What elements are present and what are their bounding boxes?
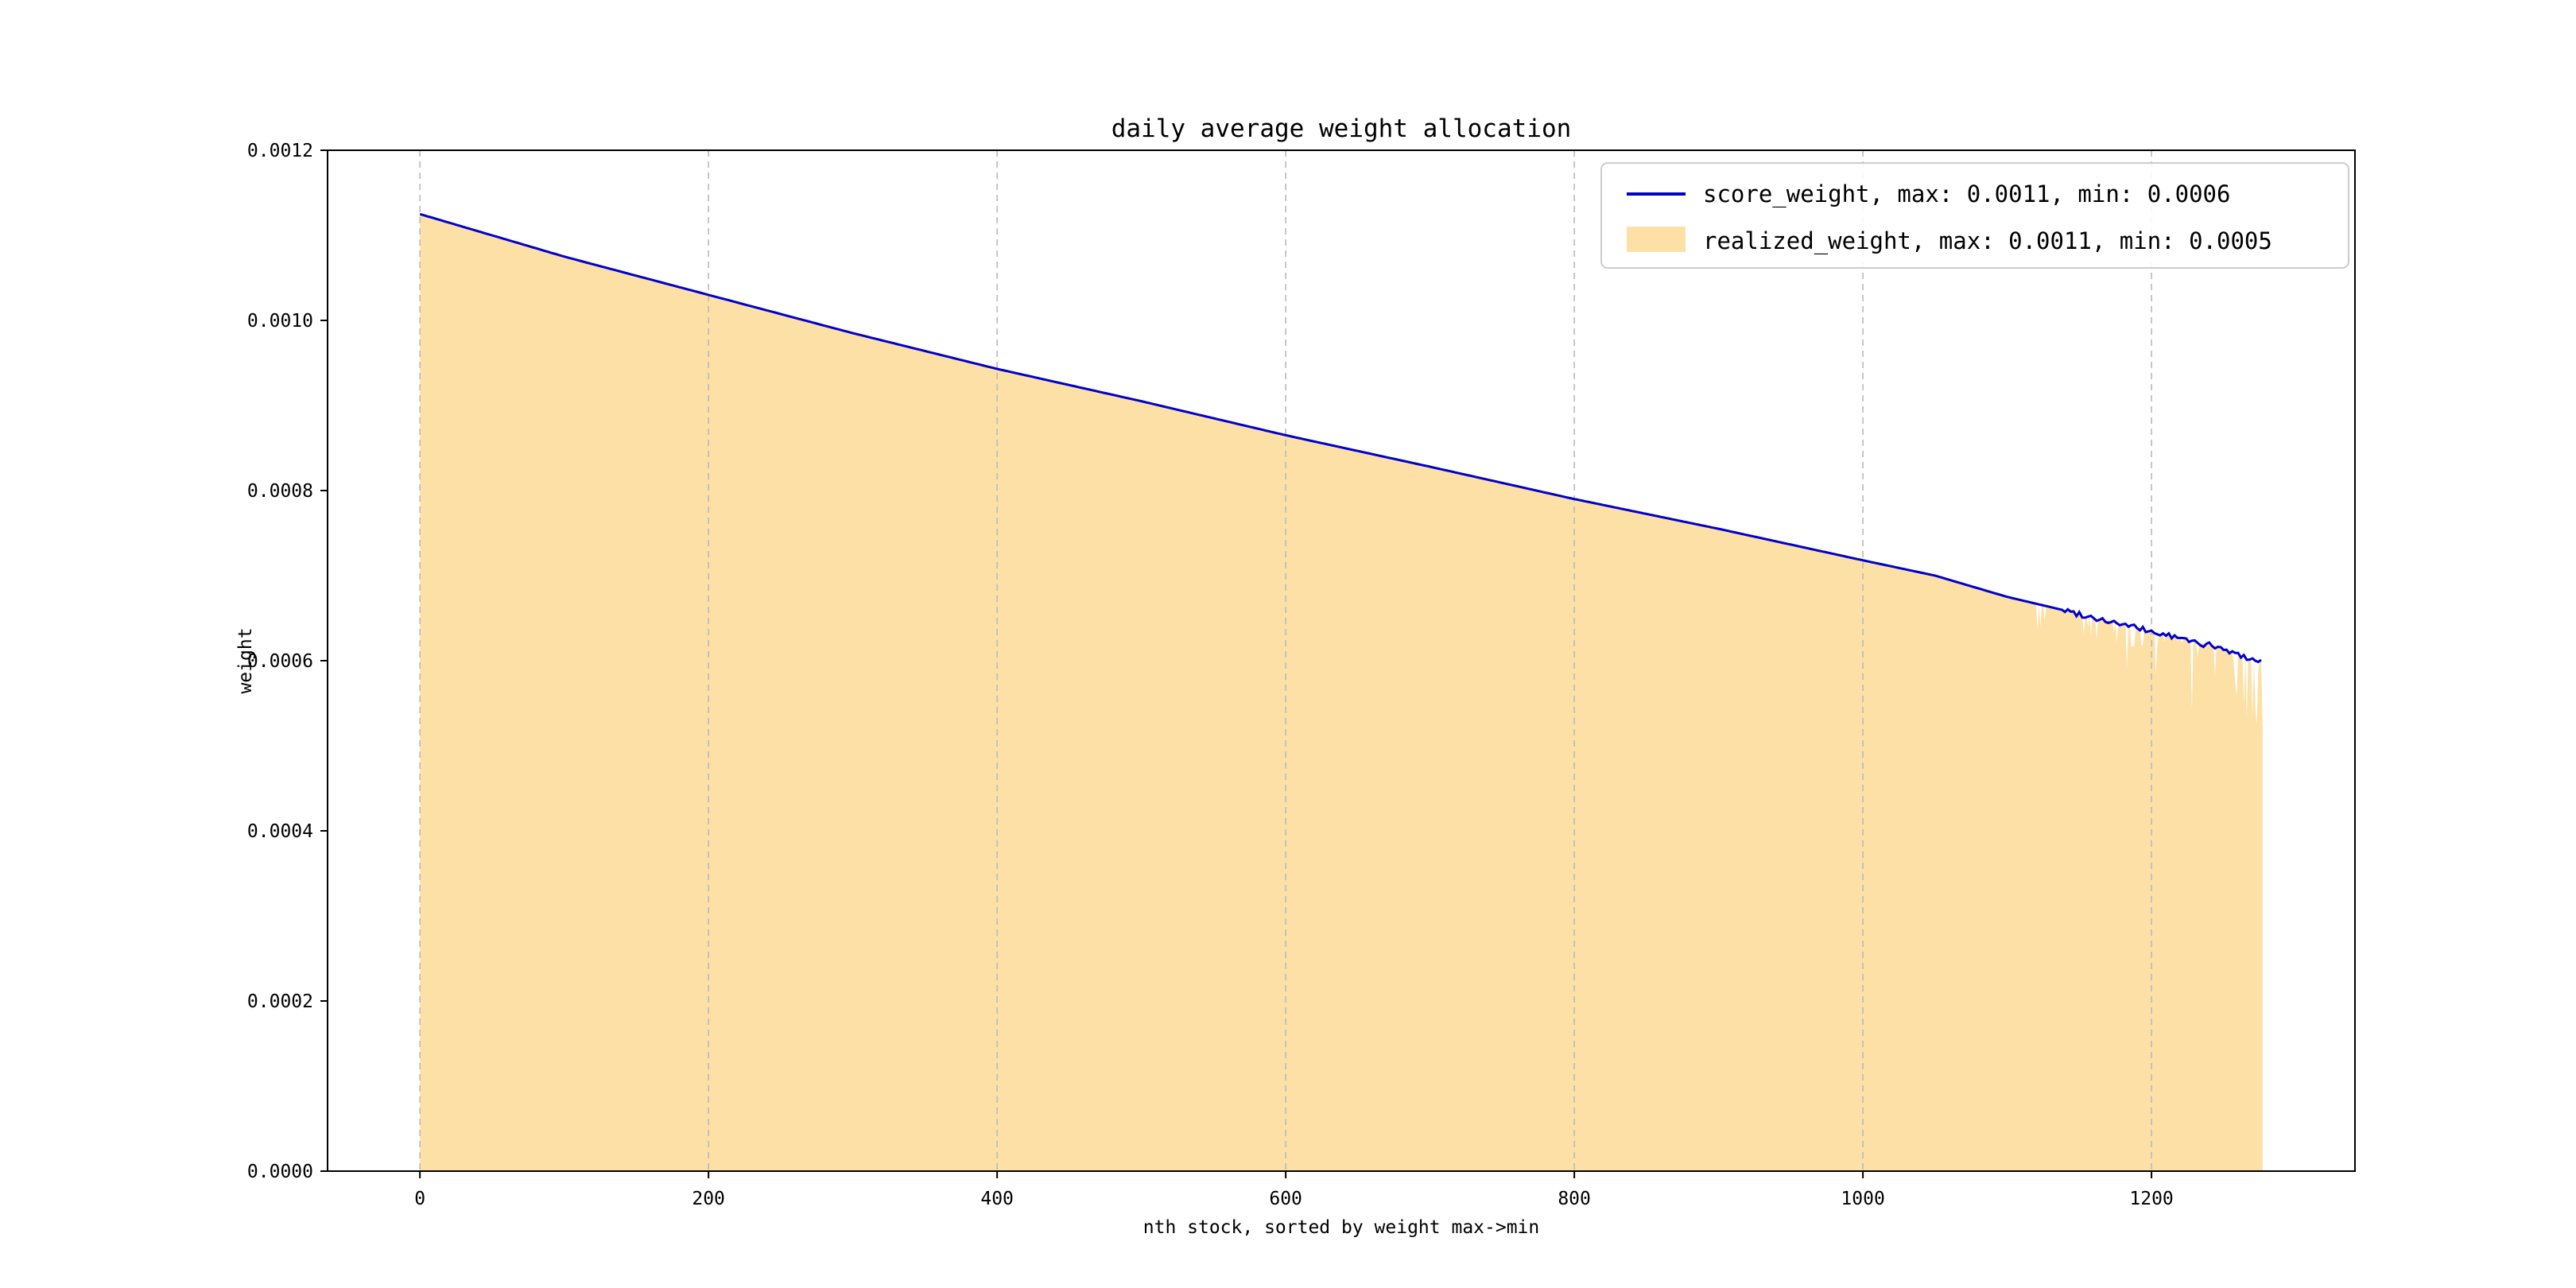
realized-weight-area xyxy=(420,214,2263,1171)
x-tick-label: 400 xyxy=(980,1189,1014,1209)
x-axis-label: nth stock, sorted by weight max->min xyxy=(1143,1217,1540,1238)
legend-frame xyxy=(1600,162,2349,269)
y-tick-label: 0.0006 xyxy=(247,651,313,672)
chart-title: daily average weight allocation xyxy=(1111,114,1572,143)
tick-layer: 0 200 400 600 800 1000 1200 0.0000 0.0002 0.0004 0… xyxy=(247,141,2174,1209)
x-tick-label: 1000 xyxy=(1841,1189,1884,1209)
y-tick-label: 0.0004 xyxy=(247,821,313,842)
legend-fill-swatch xyxy=(1627,227,1686,252)
score-weight-line xyxy=(419,212,2262,664)
x-tick-label: 600 xyxy=(1269,1189,1302,1209)
y-tick-label: 0.0002 xyxy=(247,991,313,1012)
gridlines xyxy=(419,150,2152,1171)
x-tick-label: 800 xyxy=(1558,1189,1591,1209)
y-tick-label: 0.0010 xyxy=(247,311,313,332)
y-tick-label: 0.0012 xyxy=(247,141,313,161)
legend-entry-realized-weight: realized_weight, max: 0.0011, min: 0.000… xyxy=(1703,227,2272,255)
legend: score_weight, max: 0.0011, min: 0.0006 r… xyxy=(1600,162,2349,269)
y-tick-label: 0.0008 xyxy=(247,481,313,502)
x-tick-label: 0 xyxy=(414,1189,425,1209)
x-tick-label: 200 xyxy=(692,1189,725,1209)
x-tick-label: 1200 xyxy=(2129,1189,2173,1209)
legend-entry-score-weight: score_weight, max: 0.0011, min: 0.0006 xyxy=(1703,180,2230,208)
y-axis-label: weight xyxy=(235,627,256,693)
y-tick-label: 0.0000 xyxy=(247,1162,313,1182)
